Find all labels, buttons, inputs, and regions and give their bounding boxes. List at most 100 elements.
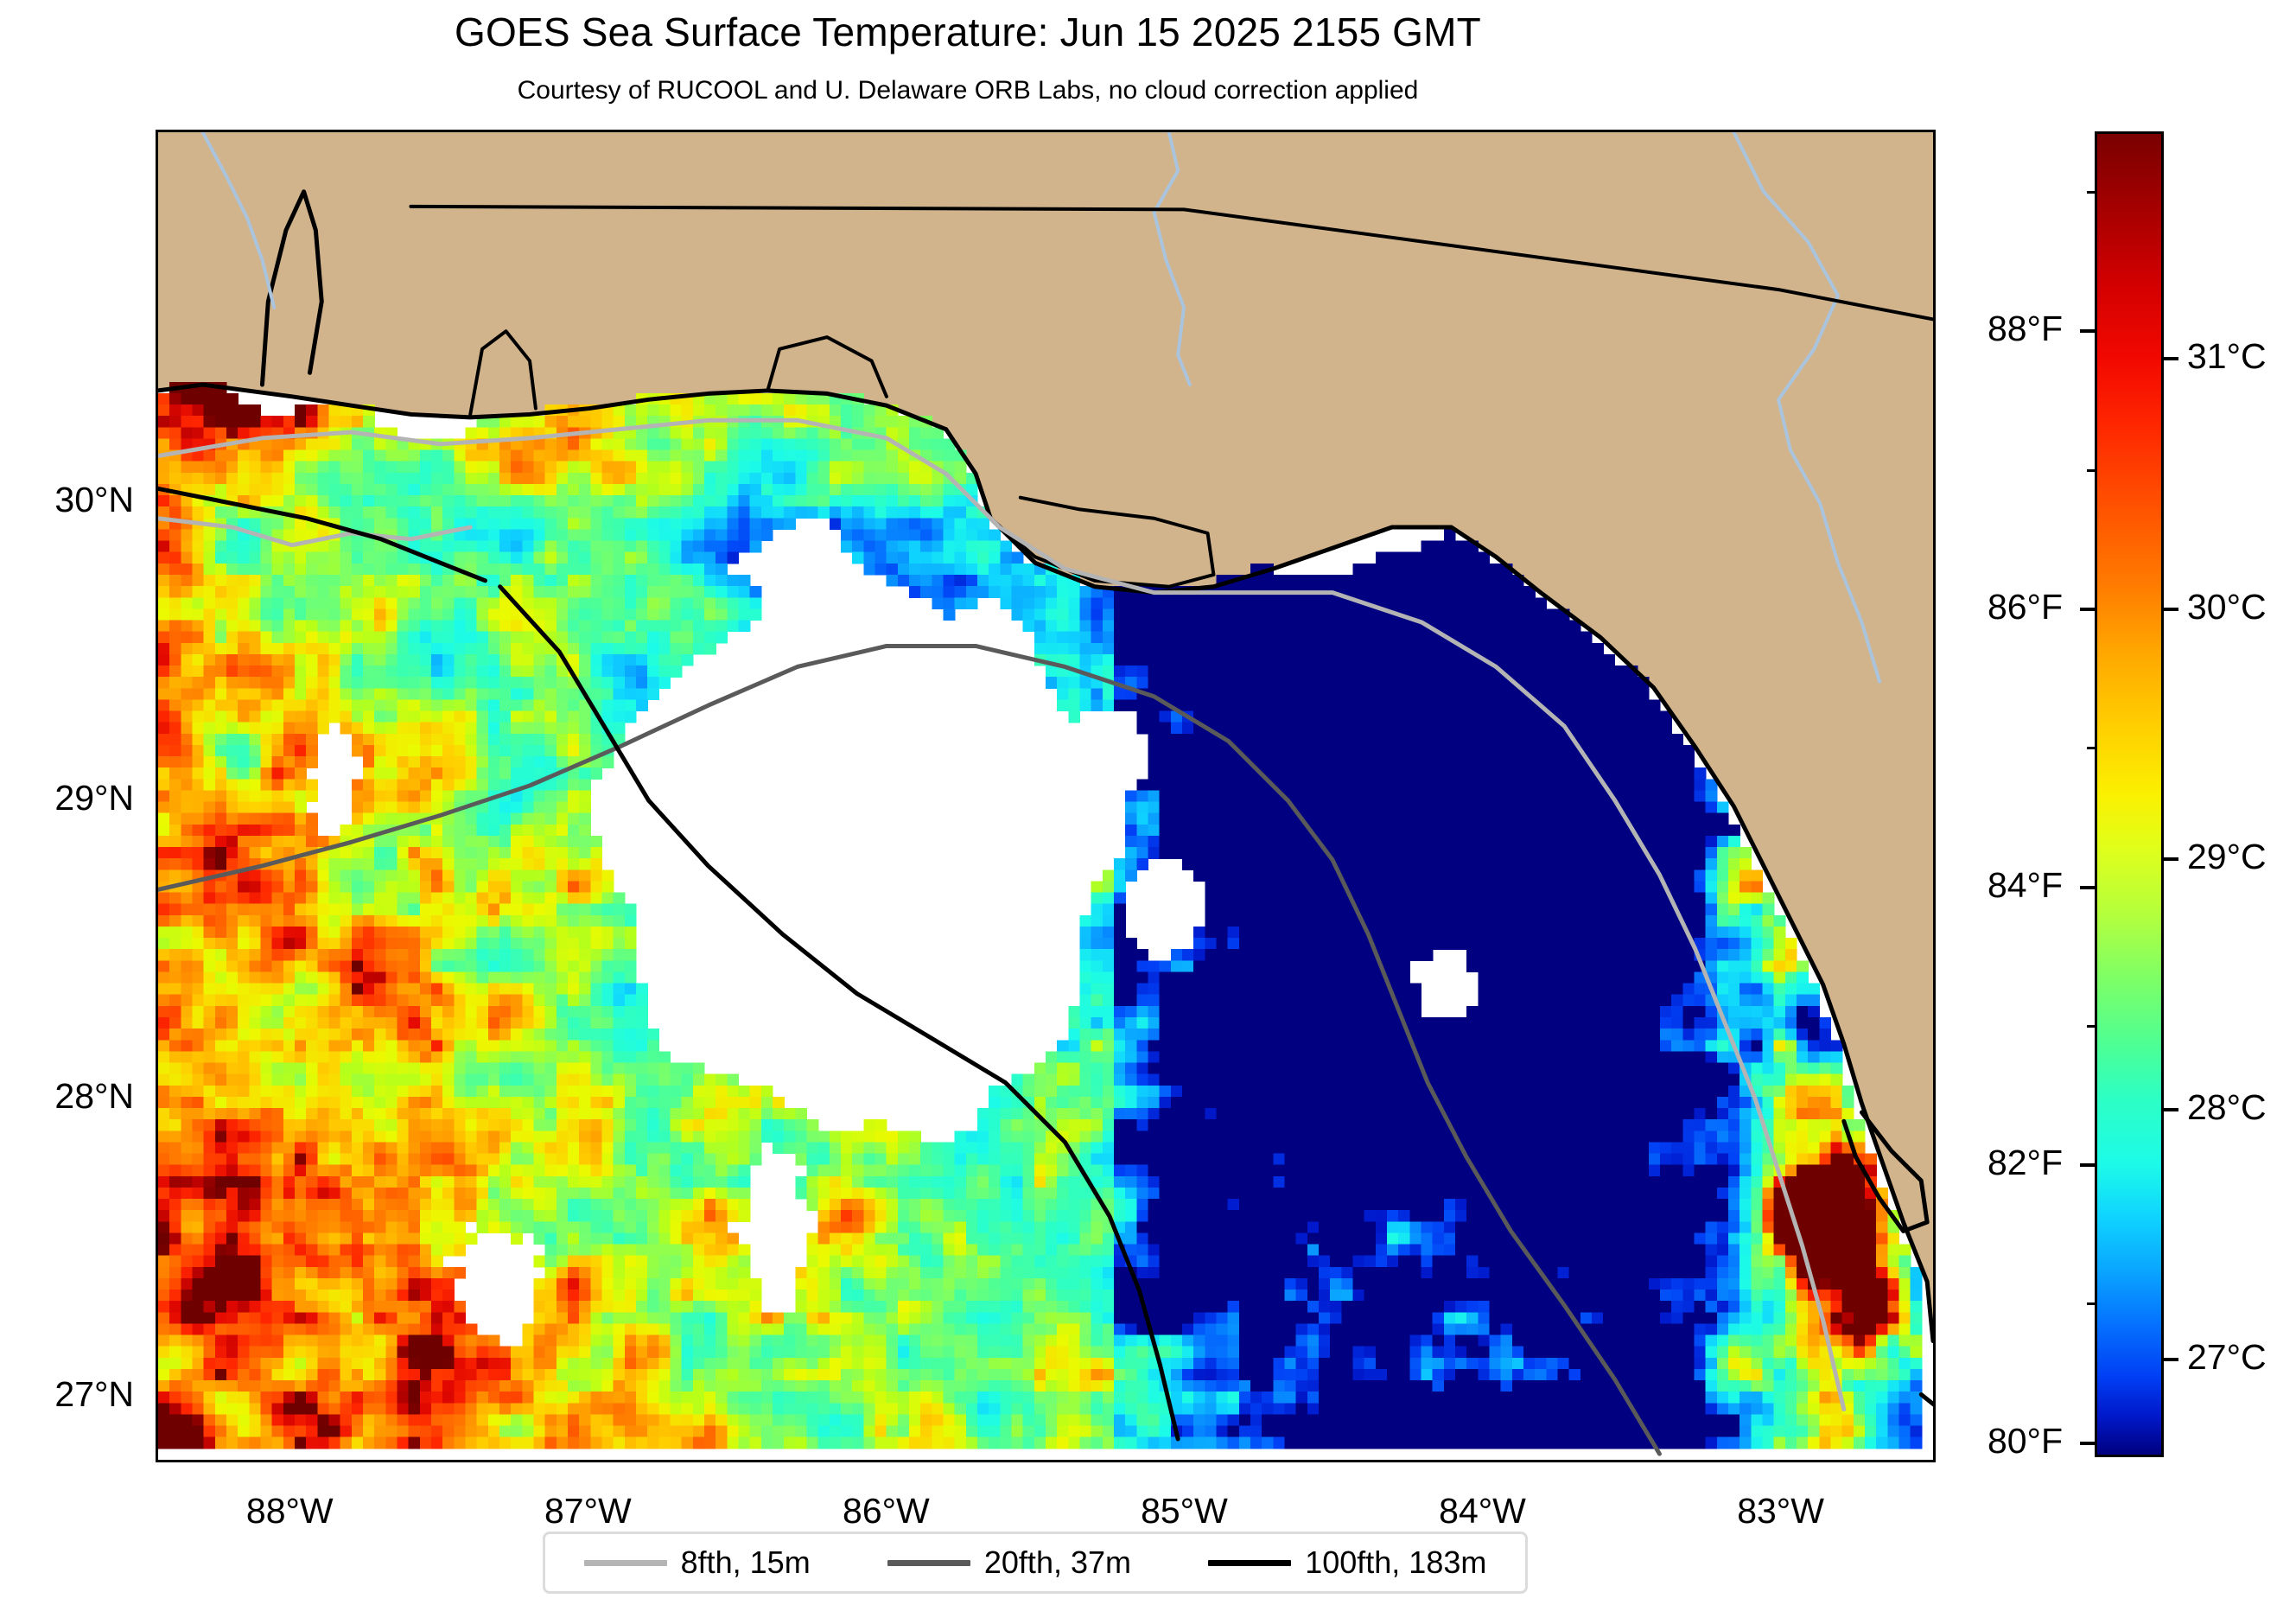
y-axis-minor-tick-right (1933, 354, 1936, 358)
colorbar-tick-c (2161, 607, 2178, 611)
x-axis-minor-tick-top (962, 130, 965, 132)
x-axis-minor-tick (1558, 1460, 1561, 1462)
y-axis-tick (156, 1398, 158, 1402)
x-axis-tick (887, 1460, 891, 1462)
legend-label: 20fth, 37m (983, 1544, 1131, 1580)
legend-line-20fth (887, 1559, 970, 1566)
y-axis-label: 27°N (54, 1374, 134, 1415)
x-axis-minor-tick-top (1632, 130, 1636, 132)
map-plot-area[interactable] (156, 130, 1936, 1462)
colorbar-tick-f (2080, 1441, 2097, 1445)
figure-title: GOES Sea Surface Temperature: Jun 15 202… (455, 10, 1481, 54)
legend-item: 20fth, 37m (887, 1544, 1131, 1581)
y-axis-tick (156, 1099, 158, 1104)
y-axis-tick (156, 503, 158, 507)
y-axis-tick-right (1933, 1099, 1936, 1104)
x-axis-minor-tick (1632, 1460, 1636, 1462)
x-axis-minor-tick (440, 1460, 443, 1462)
x-axis-minor-tick-top (1856, 130, 1860, 132)
colorbar-tick-f (2080, 329, 2097, 334)
y-axis-minor-tick-right (1933, 577, 1936, 581)
y-axis-label: 30°N (54, 480, 134, 520)
x-axis-label: 83°W (1737, 1491, 1824, 1531)
x-axis-minor-tick-top (1707, 130, 1710, 132)
colorbar-tick-f (2080, 607, 2097, 611)
x-axis-minor-tick-top (738, 130, 741, 132)
x-axis-minor-tick-top (1110, 130, 1114, 132)
legend-item: 8fth, 15m (583, 1544, 811, 1581)
x-axis-label: 87°W (544, 1491, 632, 1531)
x-axis-tick (1483, 1460, 1487, 1462)
legend-item: 100fth, 183m (1208, 1544, 1486, 1581)
y-axis-minor-tick (156, 653, 158, 656)
colorbar-label-f: 88°F (1987, 309, 2063, 349)
x-axis-label: 88°W (245, 1491, 334, 1531)
colorbar-label-c: 30°C (2187, 586, 2267, 627)
x-axis-minor-tick (1110, 1460, 1114, 1462)
y-axis-minor-tick (156, 1025, 158, 1029)
y-axis-minor-tick (156, 354, 158, 358)
x-axis-minor-tick (216, 1460, 219, 1462)
x-axis-tick (588, 1460, 593, 1462)
y-axis-tick-right (1933, 1398, 1936, 1402)
colorbar-tick-c (2161, 857, 2178, 862)
y-axis-minor-tick-right (1933, 429, 1936, 432)
x-axis-minor-tick-top (514, 130, 518, 132)
y-axis-minor-tick-right (1933, 951, 1936, 954)
x-axis-minor-tick (1036, 1460, 1040, 1462)
y-axis-minor-tick (156, 727, 158, 730)
legend-line-8fth (583, 1559, 667, 1566)
y-axis-tick-right (1933, 801, 1936, 806)
legend-label: 8fth, 15m (680, 1544, 811, 1580)
y-axis-label: 28°N (54, 1076, 134, 1117)
x-axis-tick-top (1185, 130, 1189, 132)
bathymetry-legend: 8fth, 15m 20fth, 37m 100fth, 183m (543, 1532, 1528, 1594)
colorbar-label-c: 31°C (2187, 336, 2267, 377)
y-axis-minor-tick (156, 1323, 158, 1327)
x-axis-label: 85°W (1141, 1491, 1228, 1531)
x-axis-tick (290, 1460, 295, 1462)
x-axis-minor-tick-top (216, 130, 219, 132)
x-axis-minor-tick-top (812, 130, 816, 132)
x-axis-minor-tick (664, 1460, 667, 1462)
x-axis-minor-tick-top (440, 130, 443, 132)
x-axis-minor-tick-top (1260, 130, 1263, 132)
x-axis-label: 84°W (1439, 1491, 1526, 1531)
colorbar-tick-c (2161, 1358, 2178, 1362)
y-axis-minor-tick (156, 1174, 158, 1177)
x-axis-minor-tick (812, 1460, 816, 1462)
x-axis-minor-tick (1409, 1460, 1412, 1462)
x-axis-minor-tick (962, 1460, 965, 1462)
y-axis-minor-tick (156, 577, 158, 581)
x-axis-minor-tick (738, 1460, 741, 1462)
x-axis-tick-top (1781, 130, 1785, 132)
x-axis-minor-tick (1260, 1460, 1263, 1462)
colorbar-minor-tick-f (2087, 191, 2097, 194)
colorbar-tick-c (2161, 357, 2178, 361)
x-axis-minor-tick-top (366, 130, 369, 132)
colorbar-tick-c (2161, 1107, 2178, 1111)
x-axis-label: 86°W (843, 1491, 930, 1531)
y-axis-minor-tick-right (1933, 279, 1936, 283)
y-axis-minor-tick-right (1933, 653, 1936, 656)
x-axis-tick (1185, 1460, 1189, 1462)
x-axis-tick (1781, 1460, 1785, 1462)
x-axis-tick-top (290, 130, 295, 132)
colorbar: 88°F 86°F 84°F 82°F 80°F 31°C 30°C 29°C 28°C 27°C (1988, 131, 2267, 1461)
y-axis-minor-tick (156, 429, 158, 432)
x-axis-tick-top (1483, 130, 1487, 132)
colorbar-label-c: 27°C (2187, 1337, 2267, 1378)
y-axis-minor-tick-right (1933, 727, 1936, 730)
sst-raster (158, 132, 1933, 1460)
x-axis-minor-tick-top (664, 130, 667, 132)
x-axis-minor-tick-top (1036, 130, 1040, 132)
legend-line-100fth (1208, 1559, 1292, 1566)
x-axis-minor-tick (366, 1460, 369, 1462)
y-axis-minor-tick (156, 279, 158, 283)
y-axis-minor-tick (156, 876, 158, 879)
y-axis-minor-tick-right (1933, 1025, 1936, 1029)
colorbar-label-f: 86°F (1987, 586, 2063, 627)
x-axis-minor-tick (1334, 1460, 1338, 1462)
colorbar-tick-f (2080, 885, 2097, 889)
